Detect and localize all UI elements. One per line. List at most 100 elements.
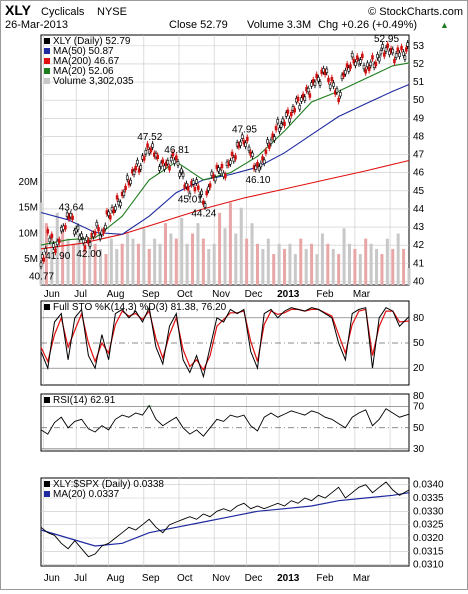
price-bar-body bbox=[161, 159, 165, 164]
volume-bar bbox=[147, 248, 151, 285]
price-bar-body bbox=[344, 70, 347, 75]
rsi-line bbox=[40, 404, 410, 437]
volume-bar bbox=[66, 238, 70, 285]
price-bar-body bbox=[124, 185, 127, 191]
legend-label: XLY:$SPX (Daily) 0.0338 bbox=[53, 479, 164, 490]
price-bar-body bbox=[328, 84, 332, 89]
ratio-tick-label: 0.0335 bbox=[413, 493, 444, 504]
price-bar-body bbox=[381, 44, 384, 49]
price-bar-body bbox=[71, 215, 74, 220]
legend-swatch bbox=[44, 78, 50, 84]
price-bar-body bbox=[354, 61, 357, 66]
price-bar-body bbox=[78, 235, 82, 240]
volume-bar bbox=[196, 223, 200, 285]
volume-bar bbox=[153, 238, 157, 285]
price-bar-body bbox=[367, 66, 371, 72]
legend-swatch bbox=[44, 481, 50, 487]
volume-bar bbox=[212, 243, 216, 285]
rsi-tick-label: 70 bbox=[413, 402, 425, 413]
price-bar-body bbox=[239, 141, 242, 146]
price-bar-body bbox=[313, 81, 317, 86]
volume-bar bbox=[342, 228, 346, 285]
price-bar-body bbox=[44, 248, 48, 253]
price-tick-label: 45 bbox=[413, 186, 425, 197]
price-annotation: 47.95 bbox=[232, 124, 257, 135]
price-bar-body bbox=[355, 55, 359, 60]
price-bar-body bbox=[69, 213, 73, 218]
price-bar-body bbox=[142, 156, 146, 161]
price-bar-body bbox=[208, 183, 212, 188]
price-bar-body bbox=[262, 159, 266, 164]
price-bar-body bbox=[406, 42, 409, 47]
price-annotation: 43.64 bbox=[59, 202, 84, 213]
price-bar-body bbox=[176, 161, 180, 166]
price-annotation: 41.90 bbox=[45, 251, 70, 262]
x-tick-label: Sep bbox=[142, 289, 160, 300]
company-name: Cyclicals bbox=[41, 6, 85, 18]
rsi-tick-label: 50 bbox=[413, 423, 425, 434]
price-tick-label: 53 bbox=[413, 41, 425, 52]
price-bar-body bbox=[379, 50, 383, 55]
price-bar-body bbox=[205, 190, 209, 196]
price-bar-body bbox=[46, 229, 50, 234]
x-axis-upper: Jun Jul Aug Sep Oct Nov Dec 2013 Feb Mar bbox=[44, 289, 371, 300]
ratio-tick-label: 0.0310 bbox=[413, 560, 444, 571]
price-bar-body bbox=[230, 151, 234, 157]
volume-bar bbox=[385, 238, 389, 285]
price-bar-body bbox=[301, 93, 305, 98]
volume-bar bbox=[201, 238, 205, 285]
x-tick-label: Mar bbox=[353, 573, 371, 584]
volume-bar bbox=[266, 238, 270, 285]
price-bar-body bbox=[57, 238, 61, 244]
price-bar-body bbox=[173, 159, 176, 164]
x-tick-label: Mar bbox=[353, 289, 371, 300]
price-bar-body bbox=[151, 143, 154, 148]
volume-bar bbox=[304, 248, 308, 285]
legend-label: MA(20) 0.0337 bbox=[53, 489, 120, 500]
x-tick-label: Aug bbox=[107, 573, 125, 584]
price-bar-body bbox=[257, 166, 261, 171]
close-text: Close 52.79 bbox=[169, 19, 228, 31]
price-bar-body bbox=[198, 194, 202, 199]
price-bar-body bbox=[347, 67, 351, 72]
price-bar-body bbox=[273, 136, 276, 141]
price-bar-body bbox=[134, 165, 138, 171]
price-bar-body bbox=[139, 165, 143, 170]
volume-bar bbox=[71, 243, 75, 285]
volume-bar bbox=[169, 233, 173, 285]
x-tick-label: 2013 bbox=[277, 289, 300, 300]
price-bar-body bbox=[125, 175, 129, 180]
legend-label: MA(50) 50.87 bbox=[53, 46, 114, 57]
stochastic-d-line bbox=[40, 308, 410, 372]
price-bar-body bbox=[180, 168, 183, 173]
price-bar-body bbox=[311, 79, 315, 84]
volume-bar bbox=[142, 228, 146, 285]
price-bar-body bbox=[93, 231, 97, 236]
legend-label: MA(200) 46.67 bbox=[53, 56, 120, 67]
legend-swatch bbox=[44, 304, 50, 310]
volume-bar bbox=[402, 248, 406, 285]
price-bar-body bbox=[400, 46, 403, 51]
volume-bar bbox=[82, 248, 86, 285]
volume-bar bbox=[250, 223, 254, 285]
price-bar-body bbox=[137, 168, 141, 173]
volume-bar bbox=[255, 243, 259, 285]
ma200-line bbox=[40, 159, 410, 250]
x-tick-label: Sep bbox=[142, 573, 160, 584]
volume-bar bbox=[277, 243, 281, 285]
rsi-tick-label: 80 bbox=[413, 391, 425, 402]
volume-bar bbox=[99, 248, 103, 285]
volume-bar bbox=[104, 254, 108, 285]
price-bar-body bbox=[276, 119, 280, 124]
price-bar-body bbox=[296, 96, 300, 102]
price-tick-label: 50 bbox=[413, 95, 425, 106]
stochastic-panel: 20 50 80 Full STO %K(14,3) %D(3) 81.38, 76.… bbox=[40, 300, 425, 386]
price-bar-body bbox=[251, 152, 254, 157]
price-bar-body bbox=[200, 190, 203, 195]
price-bar-body bbox=[174, 155, 178, 160]
price-tick-label: 49 bbox=[413, 113, 425, 124]
price-bar-body bbox=[342, 72, 346, 77]
price-bar-body bbox=[191, 180, 195, 185]
price-tick-label: 42 bbox=[413, 240, 425, 251]
